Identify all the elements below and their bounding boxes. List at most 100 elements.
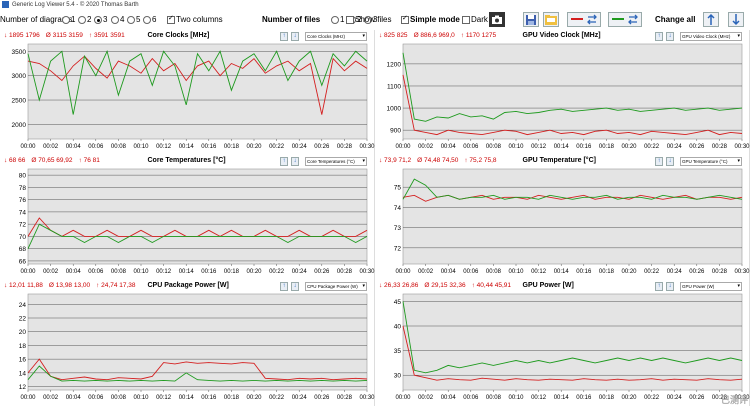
- sensor-select[interactable]: Core Temperatures (°C) ▾: [305, 157, 367, 166]
- x-tick-label: 00:12: [531, 144, 547, 150]
- x-tick-label: 00:08: [486, 269, 502, 275]
- dark-label: Dark: [471, 15, 488, 24]
- x-tick-label: 00:18: [224, 269, 240, 275]
- stats-avg: Ø 74,48 74,50: [417, 157, 459, 164]
- simple-mode-checkbox[interactable]: [401, 14, 409, 24]
- y-tick-label: 2500: [12, 98, 27, 105]
- x-tick-label: 00:22: [269, 269, 285, 275]
- plot-area: [402, 168, 743, 265]
- diagrams-radio-5[interactable]: [127, 16, 135, 24]
- panel-down-button[interactable]: ↓: [666, 157, 674, 166]
- x-tick-label: 00:12: [531, 395, 547, 401]
- stats-min: ↓ 825 825: [379, 32, 408, 39]
- y-tick-label: 68: [19, 246, 27, 253]
- panel-up-button[interactable]: ↑: [280, 157, 288, 166]
- panel-up-button[interactable]: ↑: [280, 32, 288, 41]
- chart-svg: 900 1000 1100 1200 00:00 00:02 00:04 00:06 00:08…: [387, 43, 750, 150]
- files-radio-3-label: 3: [373, 15, 378, 24]
- x-tick-label: 00:00: [395, 395, 411, 401]
- x-tick-label: 00:26: [689, 395, 705, 401]
- x-tick-label: 00:14: [554, 144, 570, 150]
- two-columns-checkbox[interactable]: [167, 14, 175, 24]
- two-columns-label: Two columns: [176, 15, 223, 24]
- y-tick-label: 45: [394, 299, 402, 306]
- y-tick-label: 40: [394, 324, 402, 331]
- sensor-select[interactable]: GPU Power (W) ▾: [680, 282, 742, 291]
- sensor-select-value: GPU Power (W): [682, 284, 715, 289]
- sensor-select[interactable]: GPU Video Clock (MHz) ▾: [680, 32, 742, 41]
- diagrams-radio-1[interactable]: [62, 16, 70, 24]
- show-files-checkbox-visible[interactable]: [346, 16, 354, 24]
- x-tick-label: 00:04: [66, 269, 82, 275]
- panel-down-button[interactable]: ↓: [666, 32, 674, 41]
- chart-title: Core Clocks [MHz]: [147, 32, 210, 39]
- series-line-1: [402, 74, 743, 136]
- y-tick-label: 72: [394, 245, 402, 252]
- change-all-up-button[interactable]: [703, 12, 719, 27]
- y-tick-label: 78: [19, 185, 27, 192]
- dark-checkbox[interactable]: [462, 16, 470, 24]
- x-tick-label: 00:26: [689, 269, 705, 275]
- y-tick-label: 74: [394, 205, 402, 212]
- diagrams-radio-6[interactable]: [143, 16, 151, 24]
- x-tick-label: 00:30: [734, 269, 750, 275]
- panel-down-button[interactable]: ↓: [291, 157, 299, 166]
- x-tick-label: 00:04: [441, 144, 457, 150]
- x-tick-label: 00:10: [508, 144, 524, 150]
- open-button[interactable]: [543, 12, 559, 27]
- sensor-select[interactable]: GPU Temperature (°C) ▾: [680, 157, 742, 166]
- x-tick-label: 00:00: [20, 269, 36, 275]
- stats-min: ↓ 26,33 26,86: [379, 282, 419, 289]
- diagrams-radio-4[interactable]: [111, 16, 119, 24]
- y-tick-label: 73: [394, 225, 402, 232]
- arrow-down-icon: ↓: [668, 158, 672, 164]
- stats-readout: ↓ 825 825 Ø 886,6 969,0 ↑ 1170 1275: [379, 32, 502, 39]
- diagrams-radio-3[interactable]: [94, 16, 102, 24]
- x-tick-label: 00:14: [554, 269, 570, 275]
- x-tick-label: 00:00: [395, 269, 411, 275]
- panel-up-button[interactable]: ↑: [655, 282, 663, 291]
- diagrams-radio-2-label: 2: [87, 15, 92, 24]
- x-tick-label: 00:02: [43, 395, 59, 401]
- files-radio-2-label: 2: [357, 15, 362, 24]
- diagram-panel-2: ↓ 825 825 Ø 886,6 969,0 ↑ 1170 1275 GPU Vid…: [375, 30, 750, 155]
- chevron-down-icon: ▾: [362, 33, 365, 39]
- stats-min: ↓ 68 66: [4, 157, 26, 164]
- chart-title: GPU Temperature [°C]: [522, 157, 596, 164]
- chart-svg: 2000 2500 3000 3500 00:00 00:02 00:04 00:06 00:0…: [12, 43, 375, 150]
- y-tick-label: 3500: [12, 49, 27, 56]
- green-series-swap-button[interactable]: [608, 12, 642, 27]
- panel-up-button[interactable]: ↑: [280, 282, 288, 291]
- y-tick-label: 74: [19, 209, 27, 216]
- sensor-select-value: GPU Video Clock (MHz): [682, 34, 731, 39]
- stats-max: ↑ 3591 3591: [88, 32, 125, 39]
- panel-up-button[interactable]: ↑: [655, 32, 663, 41]
- panel-up-button[interactable]: ↑: [655, 157, 663, 166]
- panel-down-button[interactable]: ↓: [291, 282, 299, 291]
- diagram-panel-3: ↓ 68 66 Ø 70,65 69,92 ↑ 76 81 Core Temperat…: [0, 155, 375, 280]
- x-tick-label: 00:12: [156, 269, 172, 275]
- x-tick-label: 00:08: [486, 144, 502, 150]
- y-tick-label: 3000: [12, 73, 27, 80]
- arrow-down-icon: ↓: [293, 33, 297, 39]
- change-all-down-button[interactable]: [728, 12, 744, 27]
- x-tick-label: 00:28: [337, 395, 353, 401]
- sensor-select[interactable]: Core Clocks (MHz) ▾: [305, 32, 367, 41]
- save-button[interactable]: [523, 12, 539, 27]
- panel-down-button[interactable]: ↓: [291, 32, 299, 41]
- sensor-select[interactable]: CPU Package Power (W) ▾: [305, 282, 367, 291]
- screenshot-button[interactable]: [489, 12, 505, 27]
- files-radio-1[interactable]: [331, 16, 339, 24]
- panel-down-button[interactable]: ↓: [666, 282, 674, 291]
- x-tick-label: 00:08: [111, 395, 127, 401]
- arrow-up-icon: [707, 13, 715, 25]
- files-radio-3[interactable]: [364, 16, 372, 24]
- red-series-swap-button[interactable]: [567, 12, 601, 27]
- series-line-2: [27, 49, 368, 115]
- x-tick-label: 00:06: [463, 395, 479, 401]
- x-tick-label: 00:02: [418, 144, 434, 150]
- series-line-1: [27, 358, 368, 381]
- arrow-down-icon: ↓: [668, 283, 672, 289]
- diagrams-radio-2[interactable]: [78, 16, 86, 24]
- arrow-down-icon: ↓: [293, 283, 297, 289]
